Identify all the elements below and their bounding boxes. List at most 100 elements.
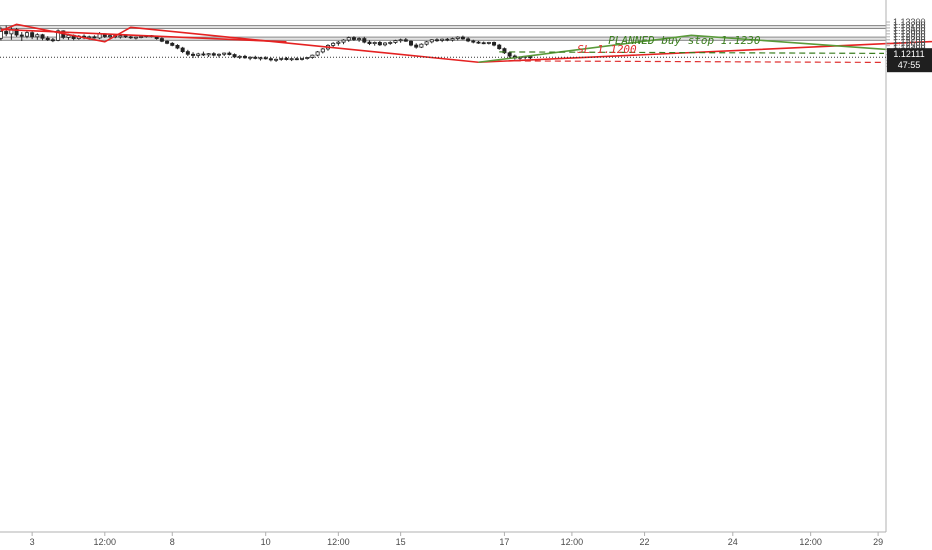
candle[interactable] (294, 57, 299, 61)
candle-body (398, 39, 403, 42)
candle[interactable] (393, 39, 398, 44)
candle[interactable] (403, 37, 408, 42)
candle[interactable] (440, 38, 445, 43)
candle[interactable] (388, 41, 393, 45)
time-tick-label: 15 (396, 537, 406, 547)
candle-body (388, 42, 393, 44)
candle[interactable] (315, 51, 320, 57)
candle-layer[interactable] (0, 25, 533, 62)
candle[interactable] (351, 36, 356, 41)
price-tick-label: 1.13300 (893, 17, 926, 27)
candle[interactable] (341, 39, 346, 45)
candle-body (35, 34, 40, 38)
candle[interactable] (279, 57, 284, 61)
candle[interactable] (35, 33, 40, 40)
candle-body (502, 48, 507, 54)
candle[interactable] (424, 40, 429, 46)
candle-body (274, 58, 279, 61)
candle[interactable] (201, 51, 206, 57)
candle[interactable] (128, 35, 133, 39)
candle[interactable] (398, 38, 403, 43)
candle[interactable] (4, 25, 9, 37)
candle[interactable] (331, 42, 336, 48)
candle[interactable] (159, 37, 164, 43)
candle[interactable] (377, 40, 382, 46)
candle[interactable] (40, 33, 45, 41)
candle[interactable] (165, 40, 170, 45)
candle[interactable] (497, 43, 502, 50)
candle[interactable] (434, 38, 439, 42)
candle-body (180, 47, 185, 53)
candle[interactable] (310, 54, 315, 59)
candle[interactable] (227, 51, 232, 56)
candle[interactable] (289, 58, 294, 62)
candle[interactable] (486, 41, 491, 45)
time-tick-label: 22 (640, 537, 650, 547)
candle[interactable] (211, 52, 216, 57)
candle[interactable] (346, 36, 351, 42)
candle[interactable] (274, 58, 279, 62)
candle-body (305, 57, 310, 59)
red-rise-and-drop (478, 40, 932, 64)
candle[interactable] (45, 36, 50, 41)
time-tick-label: 17 (499, 537, 509, 547)
candle[interactable] (414, 43, 419, 49)
candle[interactable] (455, 36, 460, 41)
candle[interactable] (466, 37, 471, 43)
candle[interactable] (476, 40, 481, 44)
candle[interactable] (419, 43, 424, 49)
candle-body (196, 53, 201, 56)
candle[interactable] (372, 41, 377, 46)
candle-body (222, 52, 227, 55)
candle[interactable] (502, 47, 507, 54)
candle[interactable] (123, 35, 128, 38)
time-axis[interactable]: 3 12:00 8 10 12:00 15 17 12:00 22 24 12:00 29 (30, 532, 883, 547)
candle[interactable] (300, 57, 305, 61)
candle-body (336, 41, 341, 44)
candle[interactable] (367, 40, 372, 46)
candle[interactable] (258, 56, 263, 61)
candle[interactable] (445, 37, 450, 42)
candle[interactable] (320, 48, 325, 54)
candle[interactable] (305, 56, 310, 60)
candle[interactable] (92, 35, 97, 39)
candle[interactable] (471, 39, 476, 44)
candle[interactable] (191, 52, 196, 59)
time-tick-label: 8 (170, 537, 175, 547)
candle-body (128, 36, 133, 39)
candle[interactable] (263, 56, 268, 60)
candle[interactable] (383, 42, 388, 47)
candle[interactable] (139, 36, 144, 39)
candle[interactable] (507, 51, 512, 58)
candle[interactable] (336, 40, 341, 46)
candle[interactable] (492, 41, 497, 47)
candle[interactable] (206, 53, 211, 57)
candle[interactable] (450, 37, 455, 42)
candle[interactable] (24, 30, 29, 39)
candle[interactable] (19, 32, 24, 41)
candle[interactable] (268, 57, 273, 62)
candle[interactable] (216, 53, 221, 58)
candle[interactable] (460, 35, 465, 40)
candle[interactable] (362, 36, 367, 44)
candle[interactable] (170, 42, 175, 47)
candle[interactable] (180, 46, 185, 54)
candle-body (50, 39, 55, 42)
candle[interactable] (409, 40, 414, 47)
candle[interactable] (133, 36, 138, 40)
candle[interactable] (50, 37, 55, 43)
candle-body (455, 36, 460, 39)
red-zigzag (0, 23, 479, 64)
countdown-timer: 47:55 (898, 60, 921, 70)
candle[interactable] (185, 49, 190, 57)
candle[interactable] (175, 44, 180, 50)
candle[interactable] (30, 31, 35, 40)
candle[interactable] (222, 52, 227, 57)
candle[interactable] (481, 41, 486, 45)
candle[interactable] (248, 56, 253, 61)
candle[interactable] (357, 37, 362, 42)
candle[interactable] (237, 55, 242, 59)
candle[interactable] (429, 39, 434, 44)
candle[interactable] (284, 56, 289, 61)
